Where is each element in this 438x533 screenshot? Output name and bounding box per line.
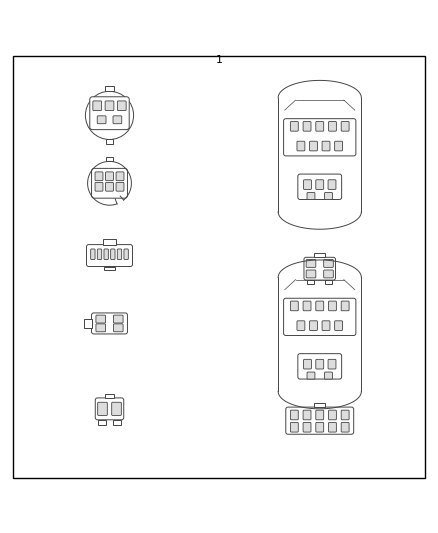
FancyBboxPatch shape [341, 410, 349, 420]
FancyBboxPatch shape [116, 172, 124, 181]
FancyBboxPatch shape [106, 182, 113, 191]
FancyBboxPatch shape [297, 141, 305, 151]
FancyBboxPatch shape [124, 249, 128, 260]
FancyBboxPatch shape [98, 402, 107, 415]
FancyBboxPatch shape [286, 407, 354, 434]
Bar [105, 393, 114, 398]
FancyBboxPatch shape [328, 301, 336, 311]
FancyBboxPatch shape [117, 249, 122, 260]
FancyBboxPatch shape [297, 321, 305, 330]
FancyBboxPatch shape [95, 172, 103, 181]
FancyBboxPatch shape [324, 270, 333, 278]
FancyBboxPatch shape [304, 257, 336, 280]
Bar [307, 280, 314, 285]
FancyBboxPatch shape [111, 249, 115, 260]
Bar [104, 266, 115, 270]
FancyBboxPatch shape [325, 372, 332, 379]
FancyBboxPatch shape [290, 301, 298, 311]
FancyBboxPatch shape [298, 174, 342, 199]
Bar [98, 420, 106, 425]
FancyBboxPatch shape [328, 410, 336, 420]
FancyBboxPatch shape [324, 260, 333, 268]
FancyBboxPatch shape [316, 359, 324, 369]
Bar [84, 319, 92, 328]
Bar [314, 403, 325, 407]
FancyBboxPatch shape [335, 141, 343, 151]
FancyBboxPatch shape [304, 359, 311, 369]
FancyBboxPatch shape [310, 321, 318, 330]
FancyBboxPatch shape [93, 101, 102, 110]
FancyBboxPatch shape [97, 116, 106, 124]
FancyBboxPatch shape [113, 315, 123, 323]
FancyBboxPatch shape [316, 301, 324, 311]
FancyBboxPatch shape [97, 249, 102, 260]
FancyBboxPatch shape [106, 172, 113, 181]
Bar [106, 157, 113, 161]
FancyBboxPatch shape [117, 101, 126, 110]
Bar [325, 280, 332, 285]
FancyBboxPatch shape [328, 180, 336, 189]
FancyBboxPatch shape [95, 398, 124, 420]
FancyBboxPatch shape [316, 423, 324, 432]
FancyBboxPatch shape [306, 260, 316, 268]
FancyBboxPatch shape [91, 249, 95, 260]
FancyBboxPatch shape [290, 423, 298, 432]
FancyBboxPatch shape [328, 122, 336, 131]
FancyBboxPatch shape [304, 180, 311, 189]
Bar [106, 140, 113, 144]
FancyBboxPatch shape [104, 249, 108, 260]
FancyBboxPatch shape [92, 313, 127, 334]
FancyBboxPatch shape [303, 423, 311, 432]
FancyBboxPatch shape [290, 410, 298, 420]
FancyBboxPatch shape [341, 423, 349, 432]
FancyBboxPatch shape [96, 315, 106, 323]
FancyBboxPatch shape [325, 192, 332, 199]
FancyBboxPatch shape [316, 122, 324, 131]
FancyBboxPatch shape [307, 192, 315, 199]
Bar [113, 420, 121, 425]
FancyBboxPatch shape [113, 324, 123, 332]
FancyBboxPatch shape [303, 122, 311, 131]
FancyBboxPatch shape [316, 180, 324, 189]
FancyBboxPatch shape [95, 182, 103, 191]
FancyBboxPatch shape [105, 101, 114, 110]
FancyBboxPatch shape [316, 410, 324, 420]
FancyBboxPatch shape [96, 324, 106, 332]
Bar [103, 239, 116, 245]
FancyBboxPatch shape [87, 245, 132, 266]
FancyBboxPatch shape [290, 122, 298, 131]
FancyBboxPatch shape [303, 410, 311, 420]
FancyBboxPatch shape [335, 321, 343, 330]
FancyBboxPatch shape [90, 97, 129, 130]
FancyBboxPatch shape [307, 372, 315, 379]
FancyBboxPatch shape [341, 122, 349, 131]
FancyBboxPatch shape [92, 168, 127, 198]
FancyBboxPatch shape [116, 182, 124, 191]
Text: 1: 1 [215, 55, 223, 66]
FancyBboxPatch shape [298, 354, 342, 379]
FancyBboxPatch shape [322, 321, 330, 330]
FancyBboxPatch shape [303, 301, 311, 311]
FancyBboxPatch shape [112, 402, 121, 415]
FancyBboxPatch shape [310, 141, 318, 151]
FancyBboxPatch shape [328, 359, 336, 369]
FancyBboxPatch shape [322, 141, 330, 151]
FancyBboxPatch shape [283, 298, 356, 335]
FancyBboxPatch shape [283, 119, 356, 156]
Bar [314, 253, 325, 257]
FancyBboxPatch shape [328, 423, 336, 432]
FancyBboxPatch shape [113, 116, 122, 124]
FancyBboxPatch shape [306, 270, 316, 278]
FancyBboxPatch shape [341, 301, 349, 311]
Bar [105, 86, 114, 91]
